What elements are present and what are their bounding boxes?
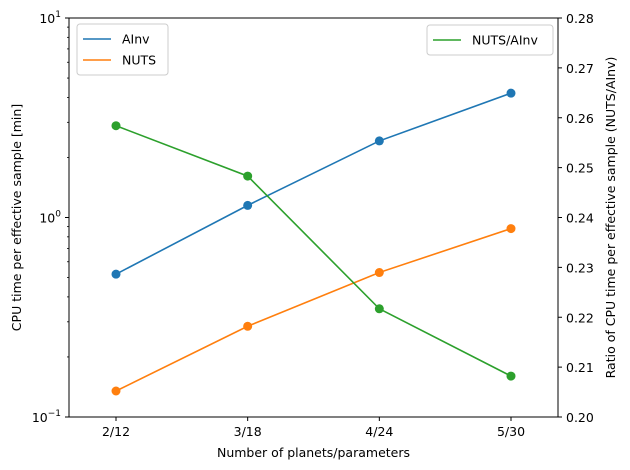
legend-right-box	[426, 24, 554, 56]
series-line-nuts	[115, 227, 512, 392]
x-axis-label: Number of planets/parameters	[217, 445, 410, 460]
y-tick-label: 10−1	[32, 409, 61, 425]
data-point-nuts-ainv	[111, 121, 121, 131]
x-tick-label: 3/18	[234, 424, 262, 439]
x-tick-label: 4/24	[365, 424, 393, 439]
y-right-tick-label: 0.26	[566, 111, 594, 126]
y-right-tick-label: 0.22	[566, 310, 594, 325]
legend-layer: AInv NUTS NUTS/AInv	[76, 23, 554, 76]
data-point-nuts	[111, 386, 121, 396]
y-right-tick-label: 0.20	[566, 410, 594, 425]
x-tick-label: 2/12	[102, 424, 130, 439]
axes-layer: 2/12 3/18 4/24 5/30 10−1 100 101 0.20 0.21 0.22 0.…	[9, 10, 618, 460]
y-right-tick-label: 0.28	[566, 11, 594, 26]
legend-label-nuts: NUTS	[122, 53, 156, 68]
x-tick-label: 5/30	[497, 424, 525, 439]
series-layer	[111, 88, 516, 396]
plot-area	[69, 18, 558, 417]
y-right-tick-label: 0.24	[566, 211, 594, 226]
y-right-tick-label: 0.21	[566, 360, 594, 375]
legend-label-nuts-ainv: NUTS/AInv	[472, 33, 538, 48]
y-right-tick-label: 0.27	[566, 61, 594, 76]
y-right-axis-label: Ratio of CPU time per effective sample (…	[603, 57, 618, 379]
data-point-nuts-ainv	[243, 171, 253, 181]
data-point-ainv	[111, 269, 121, 279]
y-right-tick-label: 0.23	[566, 260, 594, 275]
series-line-ainv	[115, 92, 512, 275]
data-point-nuts-ainv	[506, 371, 516, 381]
data-point-ainv	[506, 88, 516, 98]
series-line-nuts-ainv	[115, 124, 512, 377]
y-right-tick-label: 0.25	[566, 161, 594, 176]
data-point-nuts	[506, 224, 516, 234]
y-tick-label: 100	[39, 210, 61, 226]
data-point-ainv	[243, 200, 253, 210]
data-point-nuts-ainv	[374, 304, 384, 314]
data-point-nuts	[243, 321, 253, 331]
data-point-ainv	[374, 136, 384, 146]
legend-label-ainv: AInv	[122, 32, 150, 47]
y-tick-label: 101	[39, 10, 61, 26]
legend-left-box	[76, 23, 169, 76]
y-axis-label: CPU time per effective sample [min]	[9, 104, 24, 331]
data-point-nuts	[374, 268, 384, 278]
